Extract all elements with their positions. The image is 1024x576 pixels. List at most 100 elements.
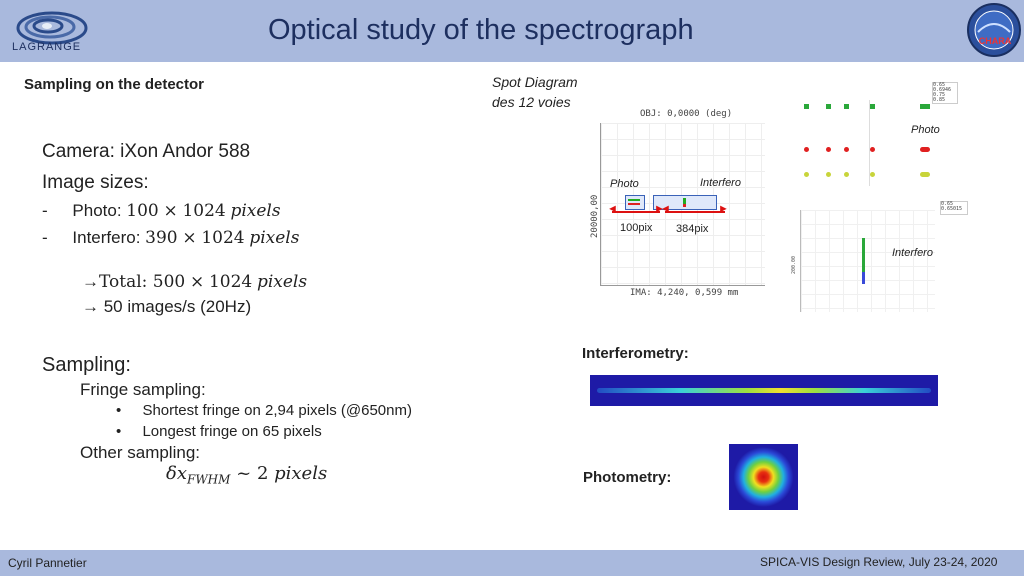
spot-diagram-title-1: Spot Diagram xyxy=(492,74,578,90)
interfero-spot-red xyxy=(683,204,686,207)
dash-marker: - xyxy=(42,201,48,220)
photo-height: 1024 xyxy=(182,201,226,221)
spot-green xyxy=(870,104,875,109)
obj-label: OBJ: 0,0000 (deg) xyxy=(640,109,733,119)
rate-line: → 50 images/s (20Hz) xyxy=(82,297,251,317)
interfero-spot-blue xyxy=(862,272,865,284)
legend-entry: 0.75 xyxy=(933,92,946,98)
times-sign: × xyxy=(182,228,197,248)
spot-green xyxy=(804,104,809,109)
fringe-pattern xyxy=(596,388,932,393)
interferometry-image xyxy=(590,375,938,406)
width-arrow-384pix xyxy=(665,211,725,213)
camera-line: Camera: iXon Andor 588 xyxy=(42,141,251,162)
legend-entry: 0.65 xyxy=(933,82,946,88)
spot-yellow xyxy=(844,172,849,177)
photo-spots-red xyxy=(628,203,640,205)
footer-event: SPICA-VIS Design Review, July 23-24, 202… xyxy=(760,555,998,569)
interfero-tag: Interfero xyxy=(700,177,741,189)
chara-badge xyxy=(966,2,1022,58)
legend-photo: 0.65 0.6946 0.75 0.85 xyxy=(932,82,958,104)
arrow-icon: → xyxy=(82,272,99,291)
footer-author: Cyril Pannetier xyxy=(8,556,87,570)
spot-green xyxy=(826,104,831,109)
photo-label: Photo: xyxy=(72,201,127,220)
width-arrow-100pix xyxy=(612,211,660,213)
photometry-heading: Photometry: xyxy=(583,469,672,486)
arrowhead-right-icon: ► xyxy=(718,203,729,215)
interfero-width: 390 xyxy=(145,228,178,248)
interfero-spot-green xyxy=(683,198,686,206)
spot-yellow xyxy=(870,172,875,177)
interfero-spot-green xyxy=(862,238,865,272)
spot-red xyxy=(804,147,809,152)
spot-yellow xyxy=(826,172,831,177)
chara-badge-text: CHARA xyxy=(978,36,1012,46)
ima-label: IMA: 4,240, 0,599 mm xyxy=(630,288,739,298)
legend-entry: 0.6946 xyxy=(933,87,952,93)
zoom-interfero-plot xyxy=(800,210,935,312)
spot-diagram-title-2: des 12 voies xyxy=(492,94,571,110)
legend-entry: 0.65015 xyxy=(941,206,963,212)
approx-two: ~ 2 xyxy=(230,463,275,484)
arrowhead-left-icon: ◄ xyxy=(660,203,671,215)
interfero-label: Interfero: xyxy=(72,228,146,247)
legend-entry: 0.85 xyxy=(933,97,946,103)
image-sizes-heading: Image sizes: xyxy=(42,172,149,193)
sampling-heading: Sampling: xyxy=(42,354,131,376)
total-size-line: →Total: 500 × 1024 pixels xyxy=(82,272,307,292)
footer-bar xyxy=(0,550,1024,576)
interfero-height: 1024 xyxy=(201,228,245,248)
photo-size-line: - Photo: 100 × 1024 pixels xyxy=(42,201,281,221)
section-title: Sampling on the detector xyxy=(24,76,205,93)
photo-spots-green xyxy=(628,199,640,201)
logo-text: LAGRANGE xyxy=(12,41,82,53)
spot-red xyxy=(826,147,831,152)
spot-red xyxy=(844,147,849,152)
total-width: 500 xyxy=(152,272,186,292)
longest-fringe-item: • Longest fringe on 65 pixels xyxy=(116,423,322,440)
label-384pix: 384pix xyxy=(676,223,709,235)
bullet-marker: • xyxy=(116,402,122,419)
longest-fringe-text: Longest fringe on 65 pixels xyxy=(142,423,322,440)
total-label: Total: xyxy=(99,272,153,292)
fwhm-formula: δxFWHM ~ 2 pixels xyxy=(166,463,327,487)
arrowhead-left-icon: ◄ xyxy=(607,203,618,215)
times-sign: × xyxy=(189,272,205,292)
shortest-fringe-item: • Shortest fringe on 2,94 pixels (@650nm… xyxy=(116,402,412,419)
fwhm-subscript: FWHM xyxy=(187,472,231,487)
bullet-marker: • xyxy=(116,423,122,440)
pixels-unit: pixels xyxy=(249,228,300,248)
legend-entry: 0.65 xyxy=(941,201,954,207)
header-bar xyxy=(0,0,1024,62)
spot-green xyxy=(844,104,849,109)
y-axis-label: 20000,00 xyxy=(590,194,600,238)
rate-text: 50 images/s (20Hz) xyxy=(99,297,252,316)
dash-marker: - xyxy=(42,228,48,247)
spot-green xyxy=(920,104,930,109)
fringe-sampling-heading: Fringe sampling: xyxy=(80,380,206,399)
zoom-axis-label: 200.00 xyxy=(791,255,798,275)
zoom-photo-label: Photo xyxy=(911,124,940,136)
lagrange-logo xyxy=(10,6,94,58)
photo-tag: Photo xyxy=(610,178,639,190)
zoom-photo-divider xyxy=(869,100,870,186)
legend-interfero: 0.65 0.65015 xyxy=(940,201,968,215)
delta-x-symbol: δx xyxy=(166,463,187,484)
slide-title: Optical study of the spectrograph xyxy=(268,14,694,46)
times-sign: × xyxy=(163,201,178,221)
label-100pix: 100pix xyxy=(620,222,653,234)
pixels-unit: pixels xyxy=(274,463,328,484)
interfero-size-line: - Interfero: 390 × 1024 pixels xyxy=(42,228,299,248)
zoom-interfero-label: Interfero xyxy=(892,247,933,259)
spot-yellow xyxy=(920,172,930,177)
photo-footprint-box xyxy=(625,195,645,210)
total-height: 1024 xyxy=(208,272,253,292)
interferometry-heading: Interferometry: xyxy=(582,345,689,362)
pixels-unit: pixels xyxy=(230,201,281,221)
photometry-image xyxy=(729,444,798,510)
shortest-fringe-text: Shortest fringe on 2,94 pixels (@650nm) xyxy=(142,402,412,419)
pixels-unit: pixels xyxy=(256,272,308,292)
arrow-icon: → xyxy=(82,297,99,316)
photo-width: 100 xyxy=(126,201,159,221)
